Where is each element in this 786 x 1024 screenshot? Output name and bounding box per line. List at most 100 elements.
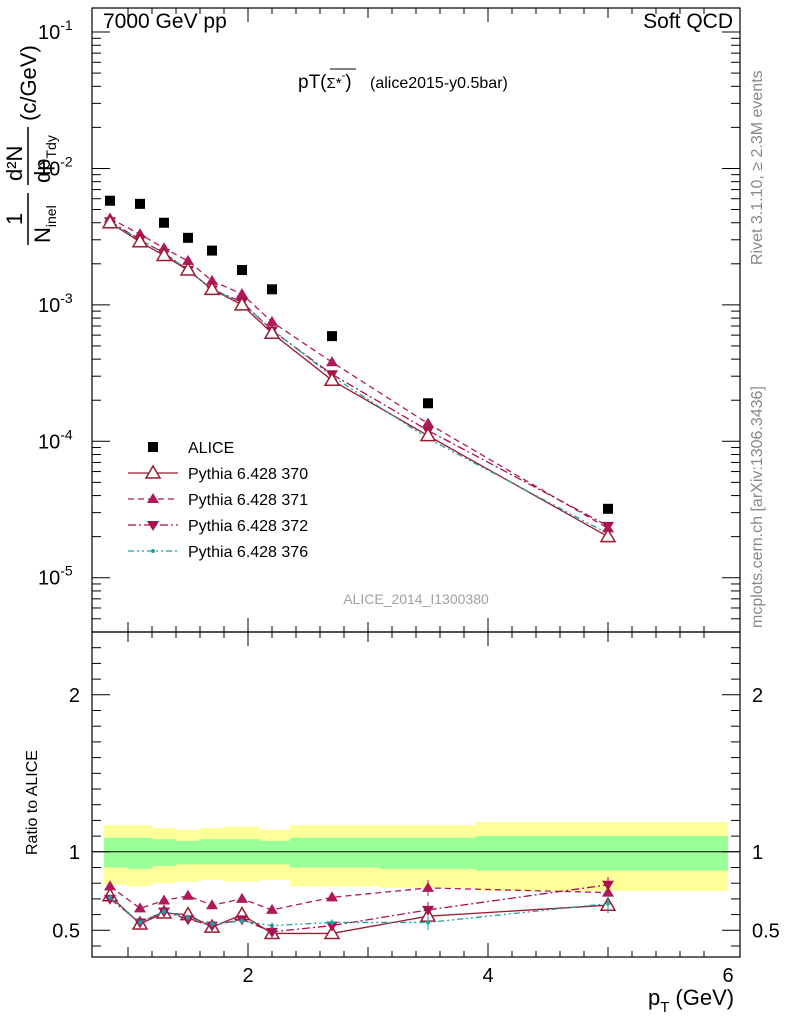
- ratio-y-tick-label-right: 1: [752, 842, 763, 864]
- y-tick-label: 10-4: [38, 426, 73, 453]
- header-left: 7000 GeV pp: [103, 10, 227, 33]
- alice-data-point: [207, 245, 217, 256]
- ratio-band-green: [176, 840, 200, 865]
- ratio-data-point: [206, 899, 218, 910]
- main-y-axis-label: 1 Ninel d²N dpTdy (c/GeV): [2, 45, 59, 245]
- main-data-point: [134, 228, 146, 239]
- main-data-point: [323, 371, 341, 387]
- legend-marker: [151, 549, 155, 553]
- main-data-point: [263, 324, 281, 339]
- ratio-band-green: [476, 836, 728, 871]
- alice-data-point: [183, 232, 193, 243]
- main-data-point: [419, 427, 437, 442]
- ratio-band-green: [152, 839, 176, 866]
- mcplots-label: mcplots.cern.ch [arXiv:1306.3436]: [749, 386, 766, 628]
- ratio-data-point: [236, 892, 248, 903]
- ratio-data-point: [182, 889, 194, 900]
- alice-data-point: [423, 398, 433, 409]
- ratio-data-point: [422, 905, 434, 916]
- legend-label: ALICE: [188, 440, 234, 457]
- main-data-point: [236, 288, 248, 299]
- ratio-data-point: [108, 895, 112, 900]
- alice-data-point: [135, 198, 145, 209]
- main-data-point: [602, 522, 614, 533]
- plot-title: pT(Σ*-) (alice2015-y0.5bar): [298, 68, 508, 93]
- y-tick-label: 10-1: [38, 17, 73, 44]
- plot-title-particle: Σ*: [327, 75, 342, 92]
- plot-title-main: pT(: [298, 72, 327, 93]
- ratio-band-green: [290, 837, 380, 868]
- alice-data-point: [237, 265, 247, 276]
- ratio-data-point: [240, 918, 244, 923]
- ratio-data-point: [210, 922, 214, 927]
- main-data-point: [326, 356, 338, 367]
- ratio-band-green: [380, 837, 476, 870]
- ratio-series-line: [109, 896, 609, 927]
- main-series-line: [109, 217, 609, 529]
- ratio-data-point: [266, 903, 278, 914]
- legend-marker: [148, 442, 158, 452]
- legend-marker: [144, 464, 162, 479]
- x-tick-label: 6: [722, 965, 733, 987]
- ratio-data-point: [323, 924, 341, 940]
- ratio-data-point: [330, 920, 334, 925]
- plot-title-tag: (alice2015-y0.5bar): [370, 75, 508, 92]
- ratio-series-line: [109, 895, 609, 935]
- ratio-data-point: [158, 894, 170, 905]
- main-data-point: [233, 296, 251, 311]
- ratio-band-green: [128, 837, 152, 870]
- main-data-point: [266, 315, 278, 326]
- ratio-series-line: [109, 884, 609, 933]
- y-tick-label: 10-5: [38, 563, 73, 590]
- legend-marker: [147, 521, 159, 531]
- ratio-uncertainty-bands: [92, 821, 740, 892]
- rivet-version-label: Rivet 3.1.10, ≥ 2.3M events: [749, 70, 766, 265]
- y-label-d2n: d²N: [2, 146, 27, 181]
- y-label-n: Ninel: [30, 205, 59, 243]
- main-data-point: [131, 233, 149, 248]
- x-tick-label: 4: [482, 965, 493, 987]
- svg-text:pT(Σ*-): pT(Σ*-): [298, 70, 352, 93]
- analysis-watermark: ALICE_2014_I1300380: [343, 591, 489, 607]
- legend: ALICE Pythia 6.428 370 Pythia 6.428 371 Pyt…: [128, 440, 308, 561]
- ratio-band-green: [104, 837, 128, 868]
- y-label-unit: (c/GeV): [16, 45, 41, 121]
- ratio-data-point: [326, 921, 338, 932]
- ratio-y-tick-label-right: 0.5: [752, 920, 780, 942]
- ratio-series-line: [109, 885, 609, 911]
- alice-data-point: [267, 284, 277, 295]
- ratio-y-tick-label-right: 2: [752, 685, 763, 707]
- main-frame: [91, 7, 741, 633]
- ratio-data-point: [270, 923, 274, 928]
- ratio-data-point: [422, 881, 434, 892]
- alice-data-point: [327, 331, 337, 342]
- y-tick-label: 10-3: [38, 290, 73, 317]
- ratio-y-tick-label-left: 2: [69, 685, 80, 707]
- ratio-data-point: [162, 909, 166, 914]
- main-data-point: [206, 274, 218, 285]
- legend-label: Pythia 6.428 370: [188, 466, 308, 483]
- main-data-point: [422, 417, 434, 428]
- main-series-line: [109, 222, 609, 535]
- ratio-data-point: [266, 927, 278, 938]
- alice-data-point: [105, 195, 115, 206]
- ratio-data-point: [602, 880, 614, 891]
- ratio-data-point: [426, 920, 430, 925]
- plot-title-sup: -: [342, 70, 346, 82]
- x-axis-label: pT (GeV): [648, 985, 734, 1016]
- main-data-point: [101, 214, 119, 229]
- legend-label: Pythia 6.428 372: [188, 518, 308, 535]
- ratio-y-axis-label: Ratio to ALICE: [24, 750, 41, 855]
- main-data-point: [203, 280, 221, 296]
- main-plot-series: [101, 195, 617, 543]
- header-right: Soft QCD: [643, 10, 733, 33]
- ratio-data-point: [104, 880, 116, 891]
- ratio-y-tick-label-left: 0.5: [52, 920, 80, 942]
- y-label-one: 1: [2, 213, 27, 225]
- x-tick-label: 2: [242, 965, 253, 987]
- alice-data-point: [603, 503, 613, 514]
- legend-marker: [147, 493, 159, 503]
- main-data-point: [599, 528, 617, 543]
- ratio-plot-series: [101, 876, 617, 940]
